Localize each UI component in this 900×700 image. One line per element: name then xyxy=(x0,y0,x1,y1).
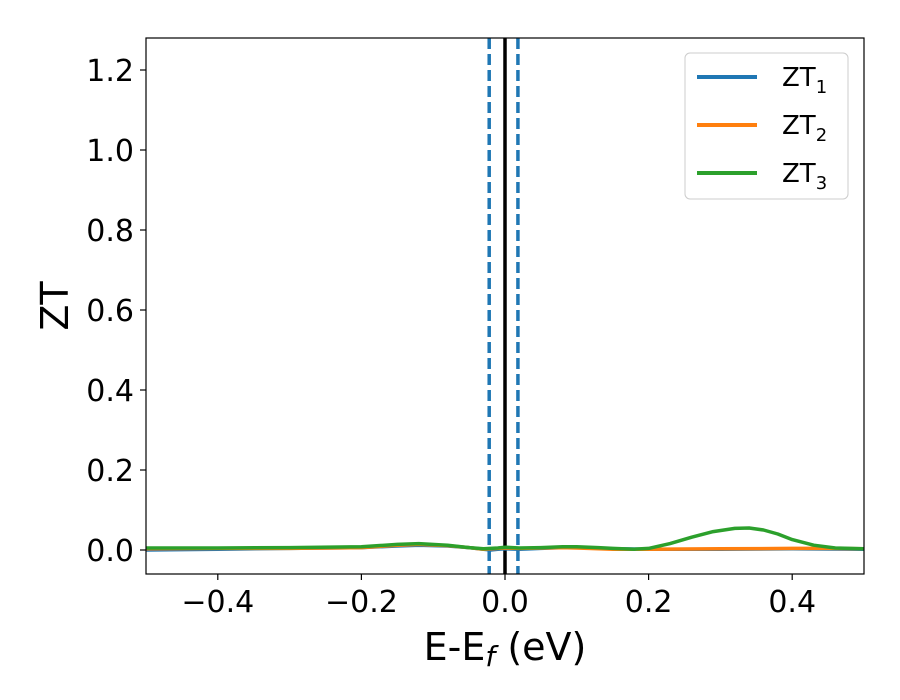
y-tick-label: 1.2 xyxy=(86,54,134,89)
series-line-zt3 xyxy=(146,526,864,551)
x-axis-label-suffix: (eV) xyxy=(495,625,586,669)
y-tick-label: 0.8 xyxy=(86,214,134,249)
y-tick-label: 0.4 xyxy=(86,374,134,409)
x-tick-label: −0.2 xyxy=(325,585,398,620)
legend-label-zt2: ZT2 xyxy=(782,111,827,146)
x-tick-label: 0.4 xyxy=(768,585,816,620)
legend-box xyxy=(684,52,849,200)
y-tick-label: 1.0 xyxy=(86,134,134,169)
y-tick-label: 0.6 xyxy=(86,294,134,329)
y-tick-label: 0.2 xyxy=(86,454,134,489)
y-tick-label: 0.0 xyxy=(86,534,134,569)
y-axis-label: ZT xyxy=(33,281,77,331)
legend-label-zt3: ZT3 xyxy=(782,159,827,194)
x-axis-label: E-Ef (eV) xyxy=(424,625,587,673)
x-tick-label: 0.2 xyxy=(625,585,673,620)
x-tick-label: 0.0 xyxy=(481,585,529,620)
legend: ZT1 ZT2 ZT3 xyxy=(684,52,849,200)
legend-label-zt1: ZT1 xyxy=(782,63,827,98)
x-axis-label-main: E-E xyxy=(424,625,486,669)
x-tick-label: −0.4 xyxy=(181,585,254,620)
